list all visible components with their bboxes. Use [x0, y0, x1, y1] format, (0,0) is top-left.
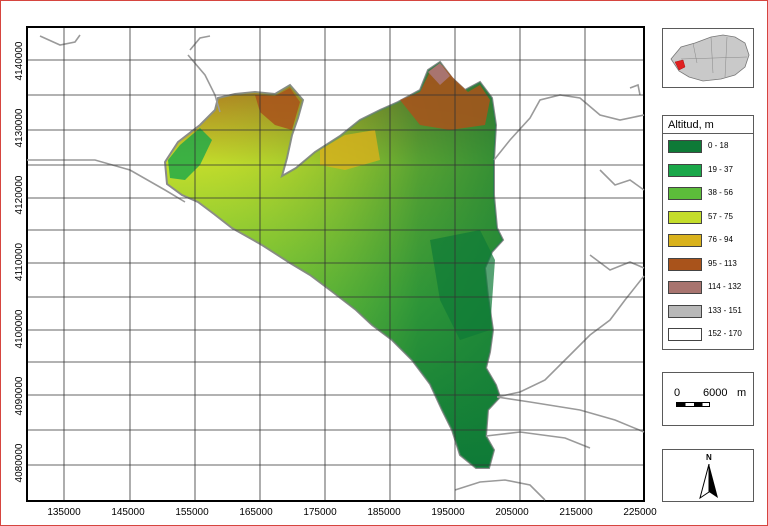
y-tick-label: 4090000	[14, 376, 25, 416]
legend-swatch	[668, 257, 702, 271]
legend-label: 133 - 151	[708, 305, 742, 315]
y-tick-label: 4130000	[14, 108, 25, 148]
x-tick-label: 165000	[239, 507, 273, 518]
legend-label: 0 - 18	[708, 141, 729, 150]
legend-swatch	[668, 281, 702, 294]
legend-label: 76 - 94	[708, 235, 733, 244]
legend-swatch	[668, 140, 702, 153]
x-tick-label: 225000	[623, 507, 657, 518]
x-tick-label: 215000	[559, 507, 593, 518]
y-tick-label: 4100000	[14, 309, 25, 349]
scale-unit-label: m	[737, 387, 747, 399]
legend-label: 38 - 56	[708, 188, 733, 197]
legend-swatch	[668, 234, 702, 247]
legend-swatch	[668, 304, 702, 318]
x-tick-label: 185000	[367, 507, 401, 518]
scale-distance-label: 6000	[703, 387, 728, 399]
north-arrow-panel: N	[662, 449, 754, 502]
legend-swatch	[668, 210, 702, 224]
y-tick-label: 4080000	[14, 443, 25, 483]
terrain-region	[163, 60, 505, 469]
scale-bar-graphic	[676, 402, 710, 407]
legend-label: 152 - 170	[708, 329, 742, 338]
north-label: N	[706, 453, 712, 462]
legend-swatch	[668, 163, 702, 177]
y-tick-label: 4140000	[14, 41, 25, 81]
x-tick-label: 195000	[431, 507, 465, 518]
legend-label: 19 - 37	[708, 164, 733, 174]
altitude-legend: Altitud, m 0 - 18 19 - 37 38 - 56 57 - 75 76…	[662, 115, 754, 350]
scale-bar: 0 6000 m	[662, 372, 754, 426]
x-tick-label: 145000	[111, 507, 145, 518]
x-tick-label: 205000	[495, 507, 529, 518]
coordinate-grid	[28, 28, 643, 500]
study-area-highlight	[674, 59, 686, 71]
legend-divider	[663, 133, 753, 134]
legend-label: 114 - 132	[708, 282, 742, 291]
legend-label: 57 - 75	[708, 211, 733, 221]
legend-swatch	[668, 187, 702, 200]
north-arrow-icon	[699, 464, 718, 500]
legend-title: Altitud, m	[668, 119, 714, 131]
x-tick-label: 135000	[47, 507, 81, 518]
y-tick-label: 4110000	[14, 242, 25, 282]
scale-start-label: 0	[674, 387, 681, 399]
inset-locator-map	[662, 28, 754, 88]
x-tick-label: 175000	[303, 507, 337, 518]
legend-label: 95 - 113	[708, 258, 737, 268]
x-tick-label: 155000	[175, 507, 209, 518]
y-tick-label: 4120000	[14, 175, 25, 215]
legend-swatch	[668, 328, 702, 341]
